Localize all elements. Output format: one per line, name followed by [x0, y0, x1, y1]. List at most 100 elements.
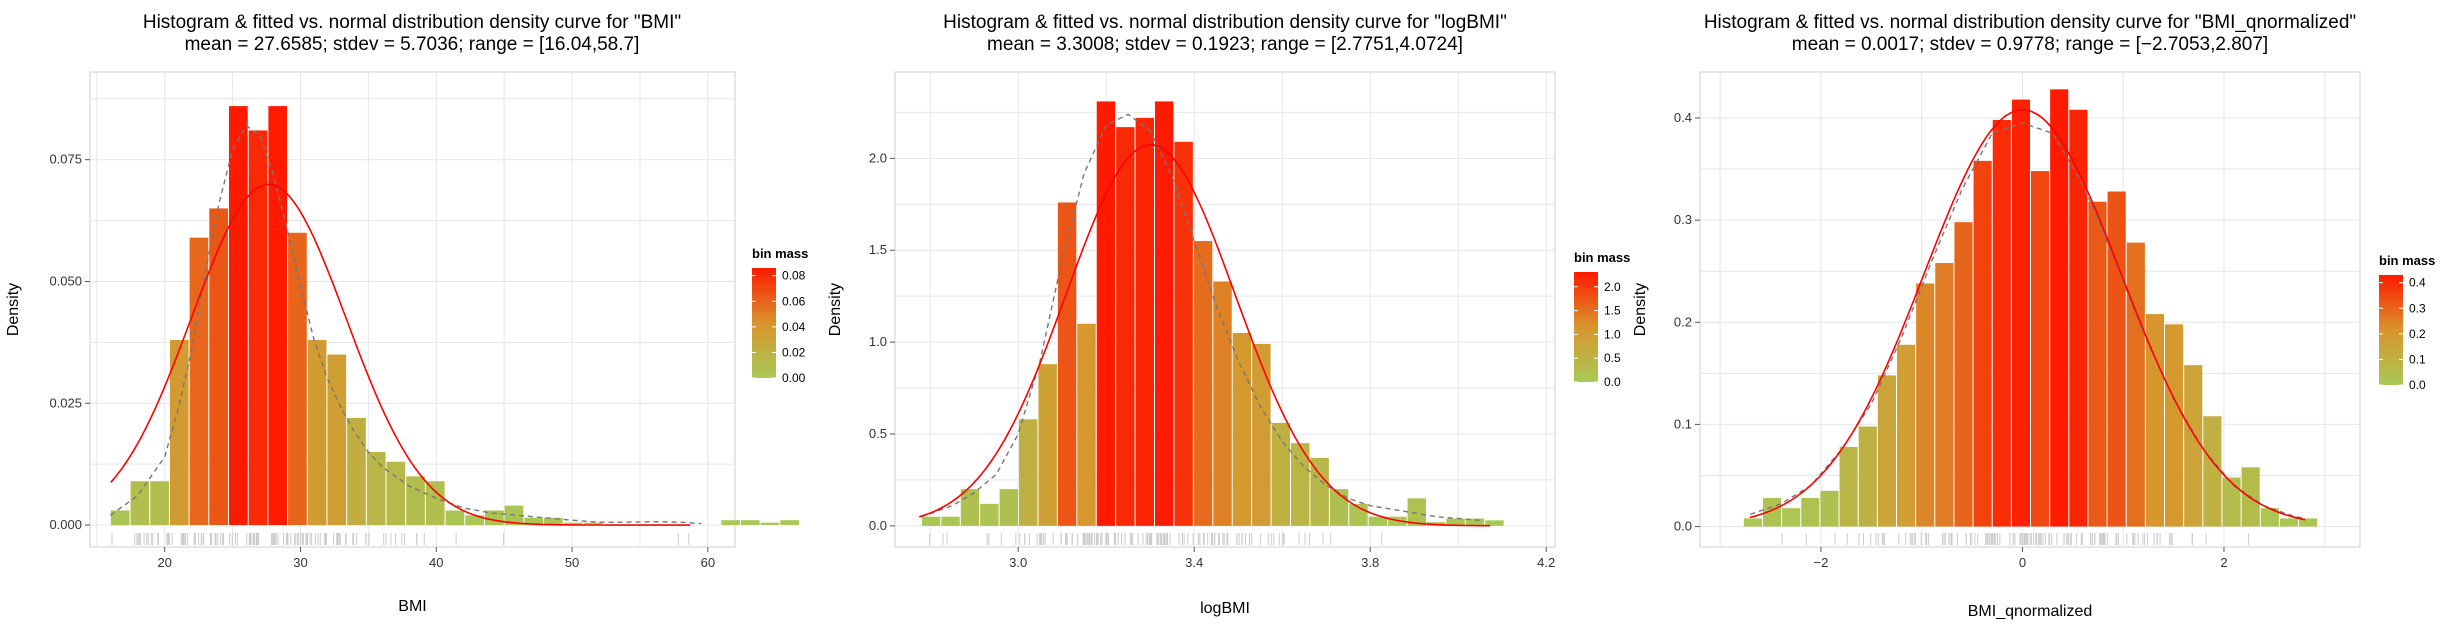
- histogram-bar: [2279, 518, 2299, 527]
- histogram-bar: [1057, 202, 1077, 526]
- histogram-bar: [327, 354, 347, 526]
- histogram-bar: [110, 510, 130, 526]
- histogram-bar: [465, 515, 484, 526]
- histogram-bar: [1820, 490, 1839, 527]
- x-tick-label: 40: [429, 555, 443, 570]
- histogram-bar: [1174, 141, 1193, 526]
- rug-marks: [929, 533, 1383, 545]
- x-axis-title: logBMI: [1200, 600, 1250, 617]
- histogram-bar: [1388, 516, 1407, 526]
- y-axis-title: Density: [827, 283, 844, 336]
- x-tick-label: 3.8: [1361, 555, 1379, 570]
- histogram-bar: [1916, 283, 1935, 527]
- histogram-bar: [921, 516, 941, 526]
- fitted-density-curve: [921, 113, 1481, 522]
- histogram-bar: [1213, 281, 1232, 526]
- x-axis-title: BMI: [398, 598, 426, 615]
- histogram-bar: [1271, 422, 1290, 526]
- histogram-bar: [2107, 191, 2126, 527]
- y-tick-label: 1.0: [869, 334, 887, 349]
- y-tick-label: 0.2: [1674, 314, 1692, 329]
- histogram-bar: [1290, 443, 1310, 526]
- legend-tick-label: 1.5: [1604, 304, 1621, 318]
- histogram-bar: [1077, 323, 1096, 526]
- histogram-bar: [1407, 498, 1426, 526]
- histogram-bar: [941, 516, 960, 526]
- histogram-bar: [1858, 426, 1877, 527]
- y-tick-label: 0.075: [49, 152, 82, 167]
- legend-title: bin mass: [2379, 253, 2435, 268]
- histogram-bar: [1992, 120, 2011, 527]
- histogram-bar: [1368, 516, 1388, 526]
- chart-subtitle: mean = 27.6585; stdev = 5.7036; range = …: [185, 34, 640, 55]
- histogram-bar: [2126, 242, 2145, 527]
- legend-tick-label: 0.2: [2409, 327, 2426, 341]
- panel-logbmi: Histogram & fitted vs. normal distributi…: [827, 12, 1630, 617]
- legend-tick-label: 0.0: [1604, 375, 1621, 389]
- histogram-bar: [2203, 416, 2222, 527]
- histogram-bar: [1935, 263, 1954, 527]
- histogram-bar: [307, 339, 327, 526]
- legend-tick-label: 0.04: [782, 320, 806, 334]
- histogram-bar: [150, 481, 169, 526]
- histogram-bar: [1135, 117, 1155, 526]
- rug-marks: [111, 533, 690, 545]
- y-tick-label: 0.0: [869, 518, 887, 533]
- x-tick-label: 3.4: [1185, 555, 1203, 570]
- histogram-bar: [524, 517, 544, 526]
- histogram-bar: [1096, 101, 1116, 526]
- y-tick-label: 2.0: [869, 150, 887, 165]
- normal-curve: [110, 183, 691, 526]
- x-tick-label: 20: [157, 555, 171, 570]
- rug-marks: [1781, 533, 2249, 545]
- normal-curve: [918, 143, 1491, 527]
- histogram-bar: [445, 510, 465, 526]
- x-tick-label: 0: [2019, 555, 2026, 570]
- histogram-bar: [209, 208, 229, 526]
- chart-subtitle: mean = 3.3008; stdev = 0.1923; range = […: [987, 34, 1463, 55]
- legend-tick-label: 0.02: [782, 345, 806, 359]
- normal-curve: [1749, 108, 2306, 521]
- histogram-bar: [2088, 201, 2107, 527]
- histogram-bar: [999, 489, 1019, 526]
- histogram-bar: [1801, 497, 1820, 527]
- y-tick-label: 0.0: [1674, 519, 1692, 534]
- histogram-bar: [1232, 332, 1252, 526]
- histogram-bar: [1973, 160, 1992, 527]
- histogram-bar: [366, 452, 386, 526]
- histogram-bar: [425, 481, 445, 526]
- histogram-bar: [1116, 127, 1135, 526]
- histogram-bar: [1252, 343, 1271, 526]
- histogram-bar: [268, 106, 288, 526]
- fitted-density-curve: [109, 124, 702, 525]
- histogram-bar: [780, 520, 799, 526]
- histogram-bar: [1877, 375, 1896, 527]
- y-tick-label: 0.000: [49, 517, 82, 532]
- chart-title: Histogram & fitted vs. normal distributi…: [1704, 12, 2356, 33]
- histogram-bar: [1193, 241, 1213, 526]
- y-tick-label: 1.5: [869, 242, 887, 257]
- histogram-bar: [1446, 518, 1465, 526]
- y-tick-label: 0.025: [49, 395, 82, 410]
- legend-title: bin mass: [752, 246, 808, 261]
- y-tick-label: 0.050: [49, 273, 82, 288]
- histogram-bar: [583, 522, 603, 526]
- histogram-bar: [2031, 171, 2050, 527]
- y-tick-label: 0.4: [1674, 110, 1692, 125]
- histogram-bar: [2011, 99, 2031, 527]
- histogram-bar: [2222, 477, 2241, 527]
- histogram-bar: [288, 232, 307, 526]
- histogram-bar: [2299, 518, 2318, 527]
- histogram-bar: [721, 520, 740, 526]
- panel-bmi: Histogram & fitted vs. normal distributi…: [5, 12, 808, 615]
- histogram-bar: [130, 481, 150, 526]
- histogram-bar: [1155, 101, 1174, 526]
- y-axis-title: Density: [1632, 283, 1649, 336]
- legend-tick-label: 0.00: [782, 371, 806, 385]
- histogram-bar: [2184, 365, 2203, 527]
- histogram-bar: [2145, 314, 2165, 527]
- legend-tick-label: 0.0: [2409, 378, 2426, 392]
- x-tick-label: −2: [1814, 555, 1829, 570]
- x-tick-label: 4.2: [1537, 555, 1555, 570]
